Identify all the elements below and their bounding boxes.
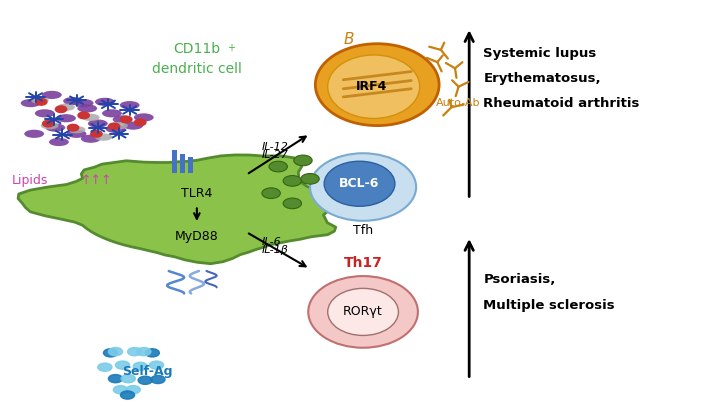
Ellipse shape (77, 104, 97, 112)
Ellipse shape (105, 125, 125, 133)
Circle shape (67, 124, 79, 131)
Circle shape (115, 361, 130, 369)
Circle shape (120, 116, 132, 123)
Ellipse shape (74, 99, 94, 107)
Circle shape (138, 376, 153, 384)
Text: Psoriasis,: Psoriasis, (483, 273, 556, 286)
Circle shape (98, 363, 112, 371)
Circle shape (108, 123, 120, 130)
Text: MyD88: MyD88 (175, 229, 218, 243)
Ellipse shape (95, 98, 115, 106)
Ellipse shape (324, 161, 395, 206)
Circle shape (36, 99, 47, 105)
Ellipse shape (49, 138, 69, 146)
Ellipse shape (310, 153, 416, 221)
Circle shape (126, 386, 140, 394)
Bar (180, 154, 185, 173)
Text: CD11b: CD11b (173, 42, 221, 56)
Text: Self-Ag: Self-Ag (122, 365, 173, 378)
Text: IL-12: IL-12 (262, 142, 289, 152)
Ellipse shape (57, 103, 75, 111)
Circle shape (113, 386, 127, 394)
Text: +: + (227, 43, 236, 53)
Ellipse shape (123, 122, 143, 130)
Circle shape (108, 347, 122, 356)
Text: IRF4: IRF4 (356, 80, 387, 93)
Circle shape (283, 176, 301, 186)
Ellipse shape (309, 276, 418, 348)
Bar (172, 150, 177, 173)
Text: IL-1β: IL-1β (262, 246, 289, 256)
Ellipse shape (102, 109, 122, 117)
Circle shape (78, 112, 90, 119)
Text: Tfh: Tfh (353, 224, 373, 237)
Text: Systemic lupus: Systemic lupus (483, 47, 596, 61)
Circle shape (133, 362, 147, 371)
Ellipse shape (21, 99, 41, 107)
Ellipse shape (31, 97, 49, 104)
Circle shape (91, 131, 102, 137)
Ellipse shape (328, 55, 420, 118)
Bar (188, 157, 193, 173)
Circle shape (104, 349, 117, 357)
Circle shape (137, 347, 151, 356)
Text: B: B (344, 32, 354, 47)
Ellipse shape (120, 101, 140, 109)
Text: Erythematosus,: Erythematosus, (483, 72, 601, 85)
Ellipse shape (41, 122, 59, 129)
Ellipse shape (134, 113, 154, 122)
Circle shape (121, 375, 135, 383)
Ellipse shape (68, 126, 85, 133)
Text: ↑↑↑: ↑↑↑ (80, 174, 112, 188)
Circle shape (135, 119, 146, 126)
Ellipse shape (35, 109, 54, 117)
Circle shape (150, 361, 163, 369)
Ellipse shape (81, 134, 101, 143)
Ellipse shape (95, 133, 112, 141)
Ellipse shape (63, 97, 83, 105)
Polygon shape (18, 155, 347, 264)
Ellipse shape (110, 122, 128, 129)
Text: Auto-Ab: Auto-Ab (436, 98, 481, 108)
Circle shape (120, 391, 135, 399)
Text: IL-6: IL-6 (262, 237, 281, 247)
Ellipse shape (112, 115, 132, 124)
Text: Multiple sclerosis: Multiple sclerosis (483, 299, 615, 312)
Circle shape (127, 347, 142, 356)
Ellipse shape (46, 124, 65, 132)
Ellipse shape (315, 44, 439, 126)
Text: TLR4: TLR4 (181, 187, 213, 200)
Ellipse shape (88, 120, 107, 128)
Text: Lipids: Lipids (12, 174, 48, 188)
Text: Rheumatoid arthritis: Rheumatoid arthritis (483, 97, 639, 110)
Ellipse shape (24, 130, 44, 138)
Circle shape (269, 161, 287, 172)
Text: Th17: Th17 (344, 256, 382, 270)
Ellipse shape (328, 288, 398, 335)
Circle shape (262, 188, 281, 198)
Text: RORγt: RORγt (343, 305, 383, 318)
Ellipse shape (67, 130, 87, 138)
Circle shape (145, 349, 160, 357)
Text: IL-27: IL-27 (262, 150, 289, 160)
Circle shape (151, 376, 165, 383)
Ellipse shape (82, 114, 100, 121)
Circle shape (108, 375, 122, 383)
Circle shape (55, 106, 67, 112)
Ellipse shape (42, 91, 62, 99)
Circle shape (43, 120, 54, 127)
Ellipse shape (56, 114, 76, 122)
Text: dendritic cell: dendritic cell (152, 63, 242, 76)
Text: BCL-6: BCL-6 (339, 177, 379, 190)
Circle shape (283, 198, 301, 209)
Circle shape (301, 173, 319, 184)
Circle shape (294, 155, 312, 166)
